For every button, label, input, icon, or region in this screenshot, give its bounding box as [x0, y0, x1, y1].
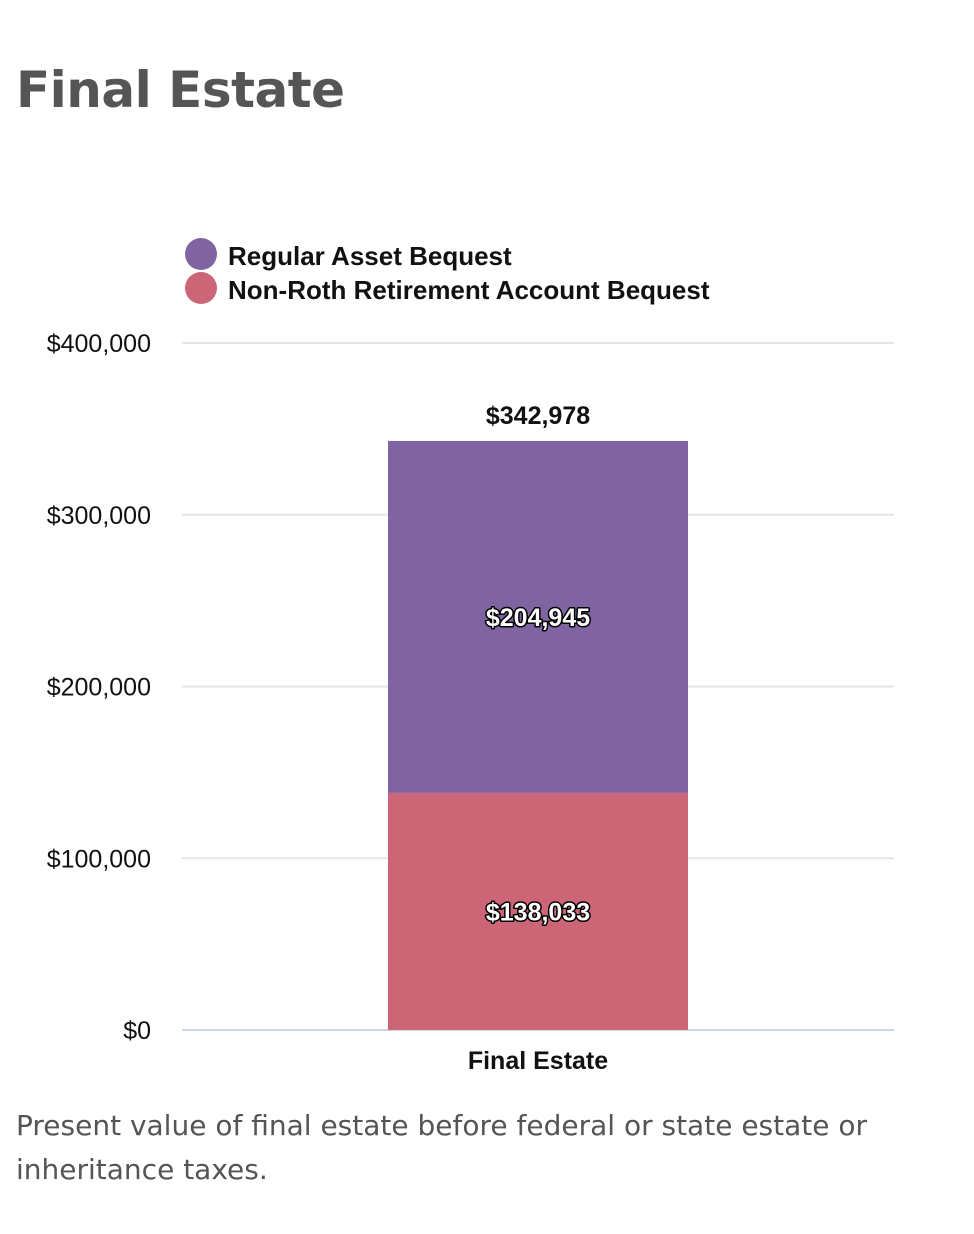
legend-label: Regular Asset Bequest	[228, 241, 512, 271]
chart-caption: Present value of final estate before fed…	[16, 1109, 868, 1186]
segment-value-label: $204,945	[486, 604, 590, 632]
y-tick-label: $0	[123, 1017, 151, 1045]
y-tick-label: $100,000	[47, 845, 151, 873]
page-title: Final Estate	[16, 61, 345, 119]
x-axis-labels: Final Estate	[468, 1047, 608, 1075]
y-tick-label: $300,000	[47, 502, 151, 530]
legend-label: Non-Roth Retirement Account Bequest	[228, 275, 710, 305]
bar-segment[interactable]	[388, 440, 688, 793]
legend-item[interactable]: Regular Asset Bequest	[185, 238, 512, 271]
y-tick-label: $200,000	[47, 674, 151, 702]
total-value-label: $342,978	[486, 402, 590, 430]
legend[interactable]: Regular Asset Bequest Non-Roth Retirement…	[185, 238, 710, 305]
legend-swatch	[185, 238, 217, 270]
legend-swatch	[185, 272, 217, 304]
bars	[388, 440, 688, 1030]
x-category-label: Final Estate	[468, 1047, 608, 1075]
segment-value-label: $138,033	[486, 898, 590, 926]
data-labels: $138,033 $204,945 $342,978	[484, 402, 591, 928]
legend-item[interactable]: Non-Roth Retirement Account Bequest	[185, 272, 710, 305]
y-axis-labels: $0 $100,000 $200,000 $300,000 $400,000	[47, 330, 151, 1045]
y-tick-label: $400,000	[47, 330, 151, 358]
bar-segment[interactable]	[388, 792, 688, 1030]
